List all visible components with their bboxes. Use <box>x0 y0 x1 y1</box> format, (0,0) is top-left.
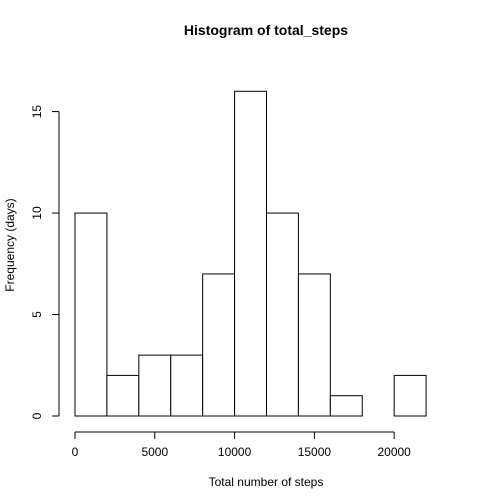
x-axis: 0 5000 10000 15000 20000 <box>72 431 411 459</box>
y-axis-label: Frequency (days) <box>3 198 17 291</box>
x-tick-label: 5000 <box>141 445 168 459</box>
histogram-bar <box>234 90 267 417</box>
y-tick-label: 10 <box>30 206 44 220</box>
chart-title: Histogram of total_steps <box>184 22 348 38</box>
histogram-bar <box>297 273 331 417</box>
x-tick-label: 10000 <box>218 445 252 459</box>
y-tick-label: 0 <box>30 412 44 419</box>
bars-group <box>74 90 427 417</box>
y-axis: 0 5 10 15 <box>30 105 60 419</box>
histogram-bar <box>170 354 204 417</box>
x-tick-label: 0 <box>72 445 79 459</box>
histogram-bar <box>266 212 299 417</box>
histogram-bar <box>329 395 363 417</box>
histogram-bar <box>74 212 108 417</box>
y-tick-label: 5 <box>30 311 44 318</box>
x-tick-label: 15000 <box>298 445 332 459</box>
histogram-bar <box>138 354 172 417</box>
histogram-bar <box>393 374 427 417</box>
x-axis-label: Total number of steps <box>209 475 324 489</box>
x-tick-label: 20000 <box>377 445 411 459</box>
histogram-bar <box>106 374 140 417</box>
histogram-bar <box>202 273 236 417</box>
y-tick-label: 15 <box>30 105 44 119</box>
